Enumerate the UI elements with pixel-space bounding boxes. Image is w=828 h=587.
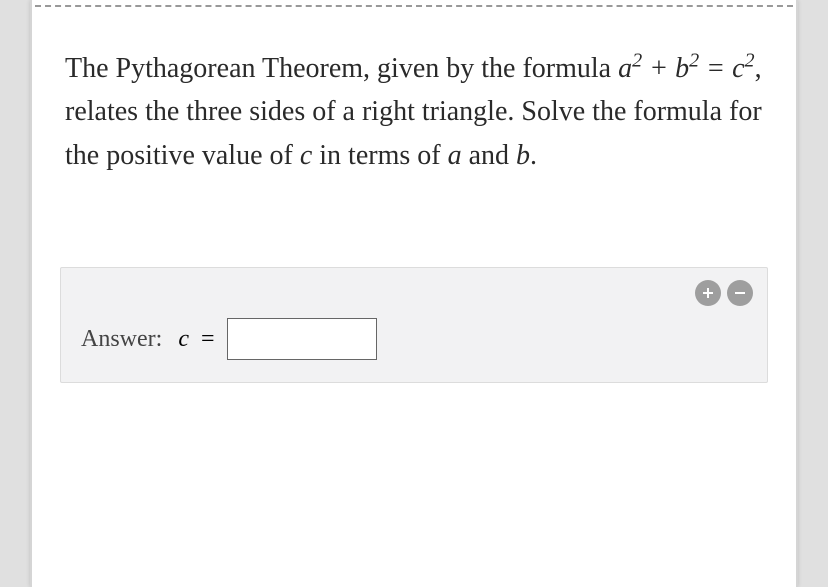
- answer-section: Answer: c =: [60, 267, 768, 383]
- equals-sign: =: [201, 326, 215, 353]
- question-text: The Pythagorean Theorem, given by the fo…: [35, 47, 793, 177]
- question-intro: The Pythagorean Theorem, given by the fo…: [65, 53, 618, 84]
- question-end: .: [530, 140, 537, 171]
- card-container: The Pythagorean Theorem, given by the fo…: [30, 0, 798, 587]
- var-a: a: [448, 140, 462, 171]
- zoom-controls: [695, 280, 753, 306]
- formula-expression: a2 + b2 = c2: [618, 53, 754, 84]
- question-and: and: [462, 140, 516, 171]
- question-mid: in terms of: [312, 140, 447, 171]
- minus-icon: [732, 285, 748, 301]
- var-c: c: [300, 140, 312, 171]
- plus-icon: [700, 285, 716, 301]
- answer-label: Answer:: [81, 326, 162, 353]
- var-b: b: [516, 140, 530, 171]
- zoom-in-button[interactable]: [695, 280, 721, 306]
- answer-row: Answer: c =: [81, 318, 747, 360]
- card-inner: The Pythagorean Theorem, given by the fo…: [35, 5, 793, 586]
- answer-input[interactable]: [227, 318, 377, 360]
- zoom-out-button[interactable]: [727, 280, 753, 306]
- top-dashed-divider: [35, 5, 793, 7]
- formula-comma: ,: [755, 53, 762, 84]
- answer-variable: c: [178, 326, 189, 353]
